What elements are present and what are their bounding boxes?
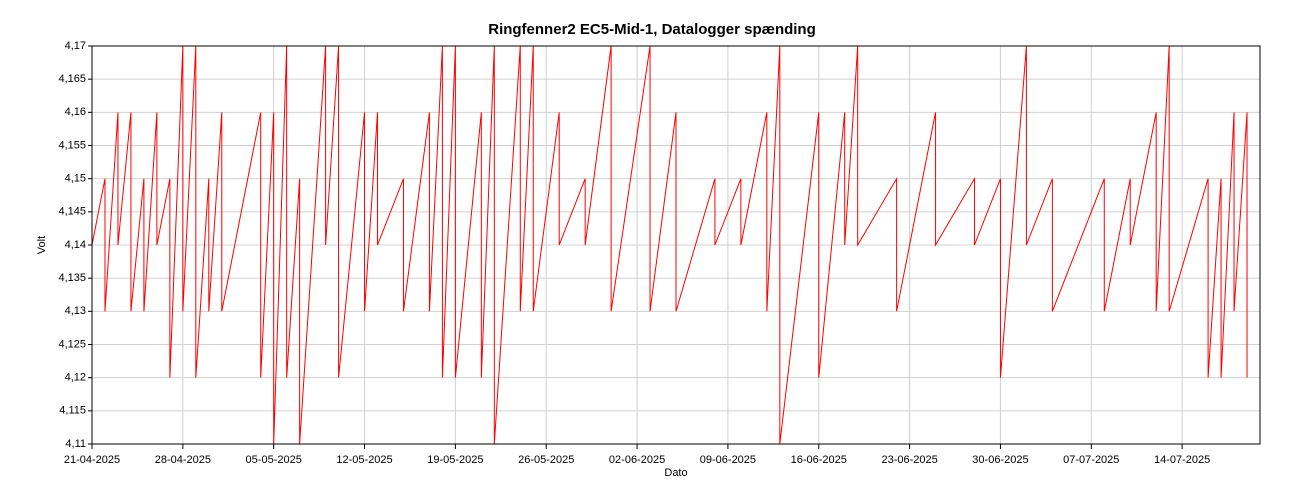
y-tick-label: 4,135 — [58, 272, 86, 284]
data-line — [91, 45, 1248, 445]
y-tick-label: 4,16 — [65, 106, 86, 118]
x-tick-label: 07-07-2025 — [1063, 454, 1119, 466]
y-tick-label: 4,145 — [58, 206, 86, 218]
y-tick-label: 4,155 — [58, 139, 86, 151]
y-tick-label: 4,17 — [65, 40, 86, 52]
x-tick-label: 09-06-2025 — [700, 454, 756, 466]
plot-frame — [91, 45, 1261, 445]
x-tick-label: 30-06-2025 — [972, 454, 1028, 466]
x-tick-label: 26-05-2025 — [518, 454, 574, 466]
x-tick-label: 12-05-2025 — [336, 454, 392, 466]
y-tick-label: 4,14 — [65, 239, 86, 251]
x-tick-label: 23-06-2025 — [881, 454, 937, 466]
y-tick-label: 4,12 — [65, 372, 86, 384]
y-tick-label: 4,125 — [58, 338, 86, 350]
x-tick-label: 28-04-2025 — [155, 454, 211, 466]
chart-title: Ringfenner2 EC5-Mid-1, Datalogger spændi… — [488, 21, 816, 38]
x-tick-label: 19-05-2025 — [427, 454, 483, 466]
x-tick-label: 16-06-2025 — [791, 454, 847, 466]
y-tick-label: 4,15 — [65, 173, 86, 185]
x-tick-label: 05-05-2025 — [246, 454, 302, 466]
x-tick-label: 02-06-2025 — [609, 454, 665, 466]
y-tick-label: 4,11 — [65, 438, 86, 450]
x-tick-label: 14-07-2025 — [1154, 454, 1210, 466]
y-tick-label: 4,13 — [65, 305, 86, 317]
y-axis-label: Volt — [36, 236, 48, 254]
y-tick-label: 4,165 — [58, 73, 86, 85]
x-tick-label: 21-04-2025 — [64, 454, 120, 466]
x-axis-label: Dato — [664, 467, 687, 479]
y-tick-label: 4,115 — [59, 405, 86, 417]
